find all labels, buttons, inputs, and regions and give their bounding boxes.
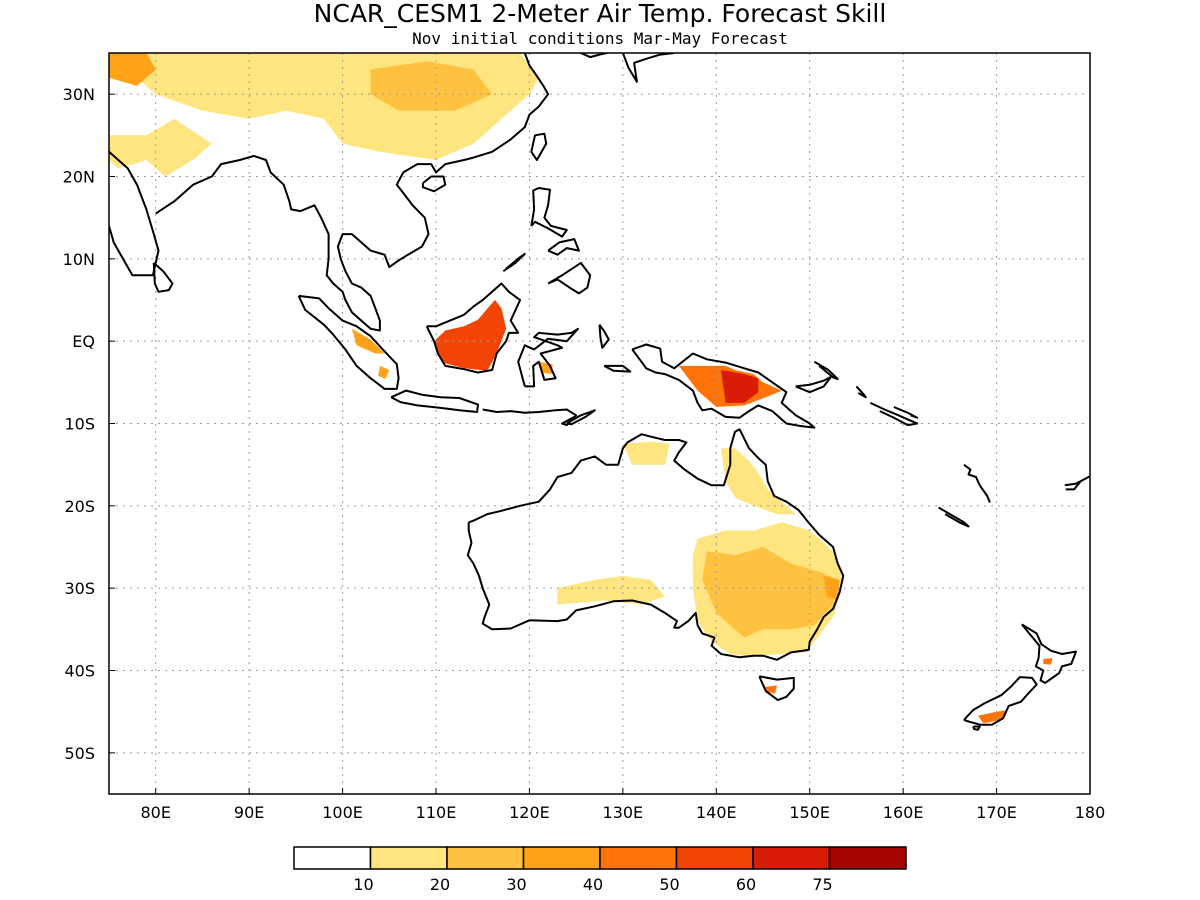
colorbar-label: 60 <box>736 875 756 894</box>
lon-tick-label: 80E <box>140 803 170 822</box>
colorbar-swatch <box>752 846 831 870</box>
lon-tick-label: 180 <box>1075 803 1106 822</box>
coastline-java <box>390 389 479 413</box>
colorbar-swatch <box>446 846 525 870</box>
lon-tick-label: 90E <box>234 803 264 822</box>
lat-tick-label: 10N <box>63 250 95 269</box>
coastline-sulawesi <box>517 327 579 388</box>
coastline-seram <box>603 364 632 373</box>
coastline-nz-south <box>963 676 1038 726</box>
coastline-fiji <box>1064 475 1090 491</box>
coastline-hainan <box>421 175 447 193</box>
coastline-solomons-3 <box>893 406 919 419</box>
coastline-halmahera <box>598 324 610 349</box>
skill-region-borneo <box>434 300 507 371</box>
colorbar-label: 75 <box>812 875 832 894</box>
lon-tick-label: 160E <box>883 803 924 822</box>
map-title: NCAR_CESM1 2-Meter Air Temp. Forecast Sk… <box>314 0 887 28</box>
coastline-tasmania <box>758 675 795 702</box>
skill-region-nw-corner <box>109 53 156 86</box>
lon-tick-label: 100E <box>322 803 363 822</box>
coastline-timor <box>566 409 596 426</box>
map-subtitle: Nov initial conditions Mar-May Forecast <box>412 29 788 48</box>
colorbar-swatch <box>293 846 372 870</box>
lon-tick-label: 170E <box>976 803 1017 822</box>
coastline-solomons-2 <box>869 401 919 427</box>
colorbar-swatch <box>522 846 601 870</box>
coastline-bay-of-bengal <box>155 53 550 332</box>
colorbar-swatch <box>828 846 907 870</box>
lat-tick-label: 50S <box>64 744 95 763</box>
lat-tick-label: EQ <box>72 332 95 351</box>
coastline-new-ireland <box>813 360 839 380</box>
coastline-korea-japan <box>580 53 611 59</box>
skill-region-nz-north <box>1043 658 1053 665</box>
lon-tick-label: 140E <box>696 803 737 822</box>
lon-tick-label: 120E <box>509 803 550 822</box>
skill-region-india <box>109 118 212 177</box>
colorbar-label: 30 <box>506 875 526 894</box>
coastline-sri-lanka <box>152 262 174 293</box>
colorbar-swatch <box>599 846 678 870</box>
axis-ticks: 80E 90E 100E 110E 120E 130E 140E 150E 160E 170E 18… <box>63 85 1106 822</box>
coastline-nz-north <box>1021 623 1077 684</box>
colorbar: 10 20 30 40 50 60 75 <box>293 846 907 894</box>
skill-region-s-australia <box>557 575 665 605</box>
coastline-palawan <box>502 252 526 273</box>
skill-region-new-guinea-core <box>721 370 759 403</box>
skill-region-sumatra-s <box>378 365 390 379</box>
skill-region-n-australia <box>622 441 670 465</box>
lat-tick-label: 40S <box>64 662 95 681</box>
lon-tick-label: 130E <box>603 803 644 822</box>
coastline-asia <box>109 151 160 277</box>
coastline-sumatra <box>297 294 400 390</box>
colorbar-label: 50 <box>659 875 679 894</box>
coastline-luzon <box>530 187 568 238</box>
lat-tick-label: 20N <box>63 168 95 187</box>
coastline-vanuatu <box>963 463 991 503</box>
lon-tick-label: 150E <box>789 803 830 822</box>
coastline-stewart-island <box>972 725 981 731</box>
lat-tick-label: 20S <box>64 497 95 516</box>
colorbar-label: 10 <box>353 875 373 894</box>
coastline-visayas <box>547 238 580 256</box>
lat-tick-label: 30S <box>64 579 95 598</box>
skill-region-china-core <box>370 61 493 111</box>
coastline-borneo <box>425 282 522 374</box>
coastline-new-guinea <box>631 343 816 429</box>
coastline-new-caledonia <box>938 506 970 528</box>
coastlines <box>109 53 1090 731</box>
lat-tick-label: 10S <box>64 415 95 434</box>
skill-region-e-australia-core <box>702 547 838 638</box>
colorbar-swatch <box>675 846 754 870</box>
coastline-lesser-sunda <box>482 408 578 427</box>
colorbar-label: 20 <box>430 875 450 894</box>
coastline-solomons-1 <box>855 385 867 399</box>
gridlines <box>109 53 1090 794</box>
skill-shading-layer <box>109 53 1053 724</box>
colorbar-label: 40 <box>583 875 603 894</box>
lat-tick-label: 30N <box>63 85 95 104</box>
coastline-japan <box>621 53 675 83</box>
colorbar-swatch <box>369 846 448 870</box>
coastline-taiwan <box>530 132 548 161</box>
coastline-australia <box>466 428 845 661</box>
coastline-mindanao <box>547 261 592 295</box>
lon-tick-label: 110E <box>416 803 457 822</box>
